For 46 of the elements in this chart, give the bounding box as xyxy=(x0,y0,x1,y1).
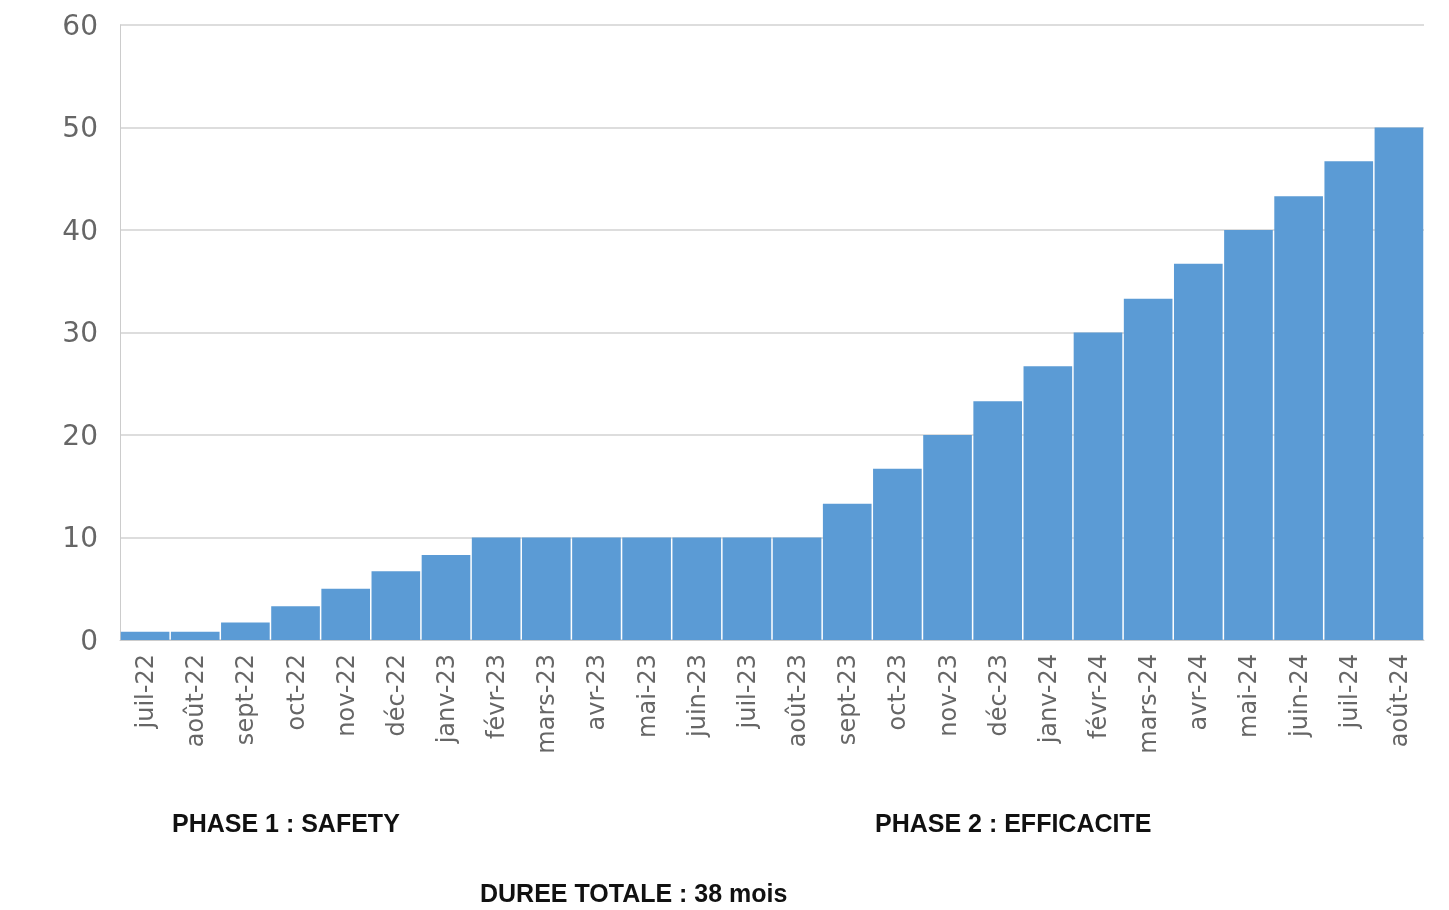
text: DUREE TOTALE : 38 mois xyxy=(480,878,788,907)
y-tick-label: 30 xyxy=(62,316,98,349)
bar xyxy=(120,631,170,640)
x-tick-label: oct-22 xyxy=(281,654,310,731)
x-tick-label: mars-24 xyxy=(1134,654,1163,754)
x-tick-label: juin-23 xyxy=(682,654,711,738)
x-tick-label: mai-24 xyxy=(1234,654,1263,738)
x-tick-label: déc-23 xyxy=(983,654,1012,737)
x-tick-label: août-22 xyxy=(181,654,210,748)
bar xyxy=(772,537,822,640)
bar xyxy=(1374,127,1424,640)
y-tick-label: 40 xyxy=(62,213,98,247)
bar xyxy=(471,537,521,640)
x-tick-label: juil-22 xyxy=(131,654,160,730)
y-tick-label: 0 xyxy=(80,623,98,657)
x-tick-label: mai-23 xyxy=(632,654,661,738)
y-tick-label: 60 xyxy=(62,8,98,42)
x-tick-label: juin-24 xyxy=(1284,654,1313,738)
x-tick-label: janv-24 xyxy=(1033,654,1062,745)
x-tick-label: juil-24 xyxy=(1334,654,1363,730)
x-tick-label: févr-24 xyxy=(1084,654,1112,739)
x-tick-label: avr-24 xyxy=(1184,654,1213,731)
x-tick-label: oct-23 xyxy=(883,654,912,731)
x-tick-label: sept-22 xyxy=(231,654,260,746)
bar xyxy=(1123,298,1173,640)
x-tick-label: sept-23 xyxy=(833,654,862,746)
x-tick-label: août-24 xyxy=(1384,654,1413,748)
text: PHASE 2 : EFFICACITE xyxy=(875,808,1152,837)
y-tick-label: 20 xyxy=(62,418,98,452)
x-tick-label: juil-23 xyxy=(732,654,761,730)
bar xyxy=(722,537,772,640)
bar xyxy=(1073,332,1123,640)
x-tick-label: nov-23 xyxy=(933,654,962,737)
bar xyxy=(421,554,471,640)
x-tick-label: janv-23 xyxy=(432,654,460,745)
y-tick-label: 50 xyxy=(62,111,98,144)
x-tick-label: mars-23 xyxy=(532,654,561,754)
y-tick-label: 10 xyxy=(62,521,98,554)
x-tick-label: août-23 xyxy=(783,654,812,748)
bar xyxy=(371,571,421,640)
x-tick-label: févr-23 xyxy=(482,654,511,739)
text: PHASE 1 : SAFETY xyxy=(172,808,401,837)
x-tick-label: avr-23 xyxy=(582,654,611,731)
bar xyxy=(1023,366,1073,640)
x-tick-label: nov-22 xyxy=(331,654,360,737)
x-tick-label: déc-22 xyxy=(381,654,410,737)
